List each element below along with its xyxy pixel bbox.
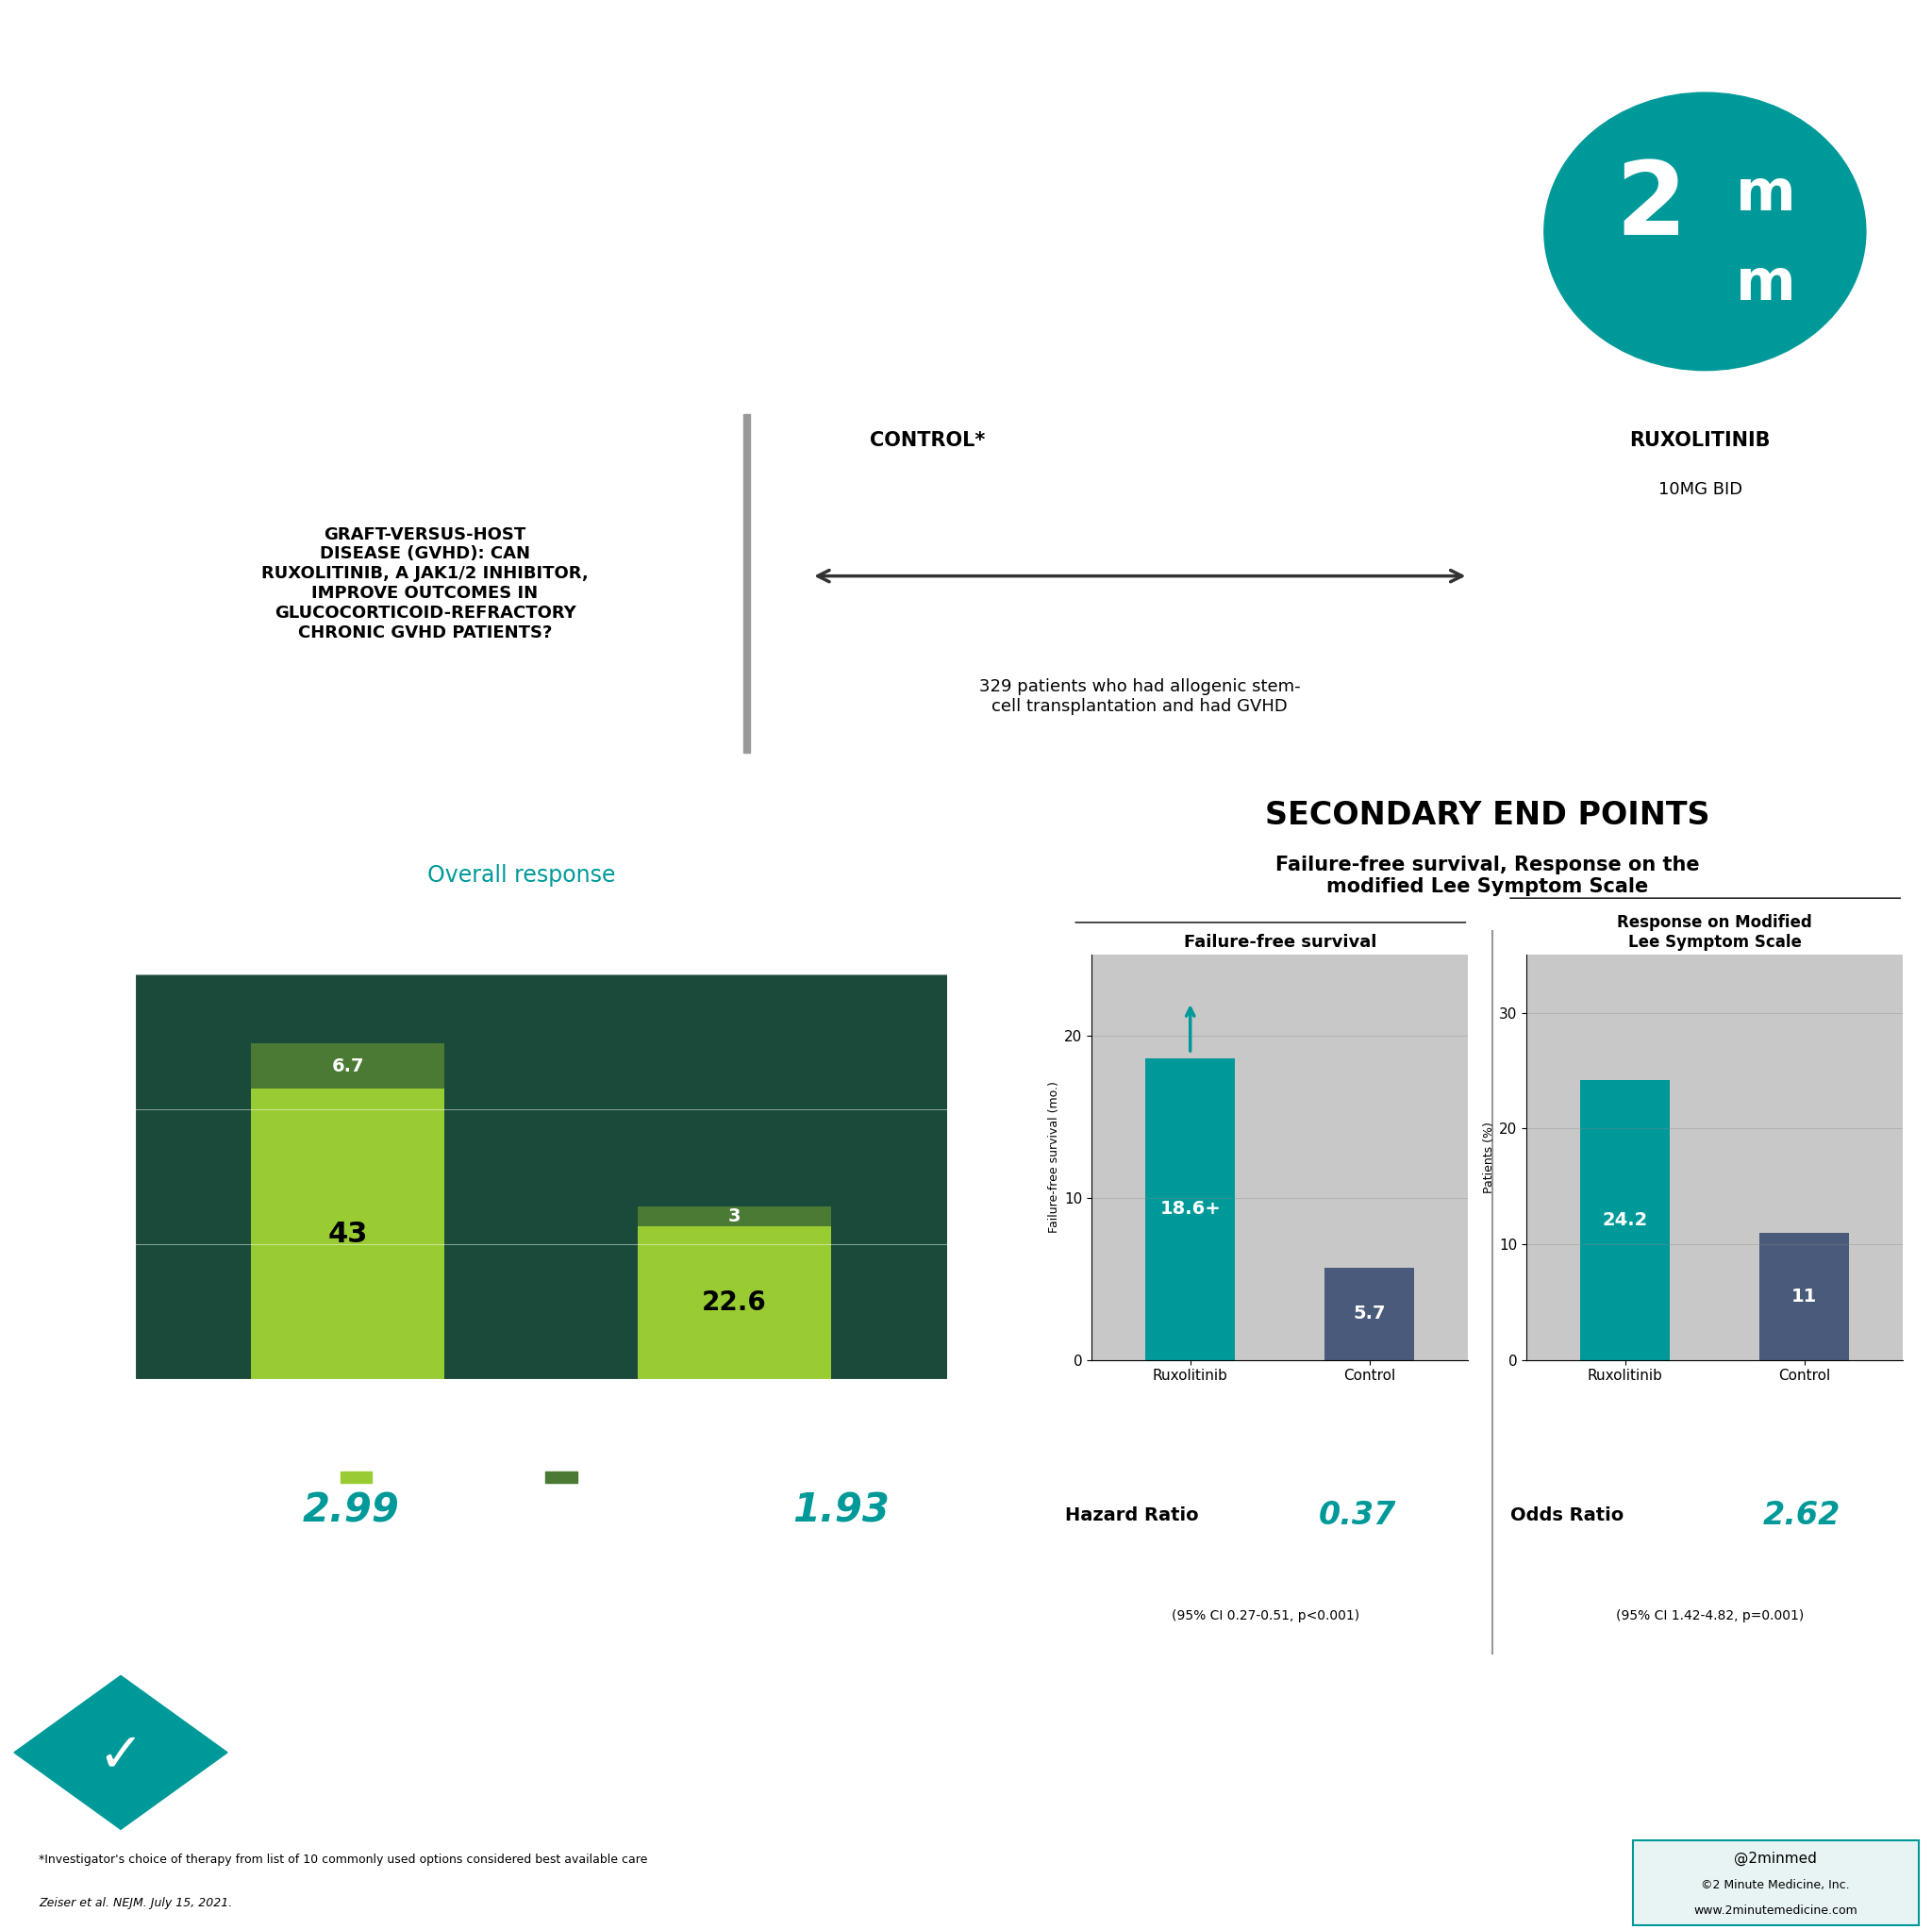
Text: 18.6+: 18.6+ (1159, 1200, 1221, 1219)
Bar (1325, 1267, 1414, 1360)
Text: Zeiser et al. NEJM. July 15, 2021.: Zeiser et al. NEJM. July 15, 2021. (39, 1896, 232, 1910)
Text: 2.62: 2.62 (1764, 1501, 1841, 1532)
Text: 43: 43 (328, 1221, 367, 1248)
Text: ✓: ✓ (99, 1728, 143, 1782)
Text: (complete and partial response at week 24): (complete and partial response at week 2… (305, 939, 738, 957)
Text: Ruxolitinib improved glucocorticoid-: Ruxolitinib improved glucocorticoid- (58, 127, 1078, 176)
Text: 329 patients who had allogenic stem-
cell transplantation and had GVHD: 329 patients who had allogenic stem- cel… (980, 679, 1300, 714)
Y-axis label: Patients (%): Patients (%) (1482, 1121, 1495, 1194)
Text: GRAFT-VERSUS-HOST
DISEASE (GVHD): CAN
RUXOLITINIB, A JAK1/2 INHIBITOR,
IMPROVE O: GRAFT-VERSUS-HOST DISEASE (GVHD): CAN RU… (261, 527, 589, 640)
Text: ©2 Minute Medicine, Inc.: ©2 Minute Medicine, Inc. (1702, 1879, 1849, 1892)
Text: *Investigator's choice of therapy from list of 10 commonly used options consider: *Investigator's choice of therapy from l… (39, 1854, 647, 1865)
Text: 6.7: 6.7 (332, 1057, 363, 1074)
Text: 24.2: 24.2 (1602, 1211, 1648, 1229)
Bar (638, 1227, 831, 1379)
Y-axis label: Overall response: Overall response (83, 1111, 99, 1242)
Legend: Partial Response, Complete response: Partial Response, Complete response (334, 1464, 748, 1493)
Text: 5.7: 5.7 (1354, 1304, 1385, 1323)
Text: p < 0.001: p < 0.001 (672, 1638, 736, 1651)
Bar (1146, 1059, 1235, 1360)
Text: Overall response: Overall response (427, 864, 616, 887)
Bar (251, 1044, 444, 1088)
Text: p < 0.001: p < 0.001 (151, 1638, 214, 1651)
Text: (95% CI 0.27-0.51, p<0.001): (95% CI 0.27-0.51, p<0.001) (1171, 1609, 1360, 1622)
Text: m: m (1735, 166, 1797, 222)
Polygon shape (14, 1676, 228, 1829)
Text: 95% CI 1.86-4.80: 95% CI 1.86-4.80 (126, 1588, 240, 1601)
Text: 2.99: 2.99 (303, 1491, 400, 1530)
Bar (744, 415, 750, 752)
Bar (251, 1088, 444, 1379)
Text: 11: 11 (1791, 1287, 1818, 1306)
Text: (95% CI 1.42-4.82, p=0.001): (95% CI 1.42-4.82, p=0.001) (1615, 1609, 1804, 1622)
Text: 22.6: 22.6 (701, 1291, 767, 1316)
Text: refractory chronic graft-versus-host: refractory chronic graft-versus-host (58, 218, 1068, 268)
Title: Response on Modified
Lee Symptom Scale: Response on Modified Lee Symptom Scale (1617, 914, 1812, 951)
Text: SECONDARY END POINTS: SECONDARY END POINTS (1265, 799, 1710, 831)
Text: PRIMARY END POINT: PRIMARY END POINT (338, 799, 705, 831)
Bar (1760, 1233, 1849, 1360)
Text: TM: TM (1816, 120, 1837, 133)
Text: m: m (1735, 257, 1797, 312)
Text: Hazard Ratio: Hazard Ratio (1066, 1507, 1200, 1524)
Bar (638, 1206, 831, 1227)
Ellipse shape (1544, 93, 1866, 370)
Text: disease: disease (58, 311, 270, 359)
Text: 0.37: 0.37 (1320, 1501, 1397, 1532)
Text: RUXOLITINIB: RUXOLITINIB (1631, 432, 1770, 449)
Text: 1.93: 1.93 (792, 1491, 891, 1530)
Y-axis label: Failure-free survival (mo.): Failure-free survival (mo.) (1047, 1082, 1061, 1233)
Text: 10MG BID: 10MG BID (1658, 480, 1743, 498)
Text: Ruxolitinib was shown to significantly improve overall response for
glucocortico: Ruxolitinib was shown to significantly i… (299, 1721, 1061, 1784)
Bar (1580, 1080, 1669, 1360)
Text: Odds Ratio: Odds Ratio (43, 1499, 180, 1522)
Title: Failure-free survival: Failure-free survival (1184, 934, 1376, 951)
Text: @2minmed: @2minmed (1735, 1852, 1816, 1865)
Text: 2: 2 (1615, 156, 1687, 257)
Text: Odds Ratio: Odds Ratio (1511, 1507, 1623, 1524)
Text: 3: 3 (728, 1208, 740, 1225)
Text: 95% CI 1.44-2.60: 95% CI 1.44-2.60 (647, 1588, 761, 1601)
Text: Risk Ratio: Risk Ratio (543, 1499, 668, 1522)
Text: Failure-free survival, Response on the
modified Lee Symptom Scale: Failure-free survival, Response on the m… (1275, 855, 1700, 897)
FancyBboxPatch shape (1633, 1840, 1918, 1925)
Text: CONTROL*: CONTROL* (869, 432, 985, 449)
Text: www.2minutemedicine.com: www.2minutemedicine.com (1694, 1904, 1857, 1917)
